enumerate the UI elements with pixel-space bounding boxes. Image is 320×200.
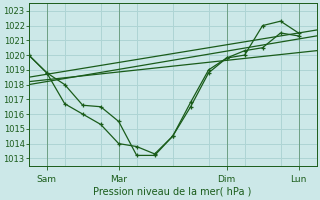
X-axis label: Pression niveau de la mer( hPa ): Pression niveau de la mer( hPa ) <box>93 187 252 197</box>
